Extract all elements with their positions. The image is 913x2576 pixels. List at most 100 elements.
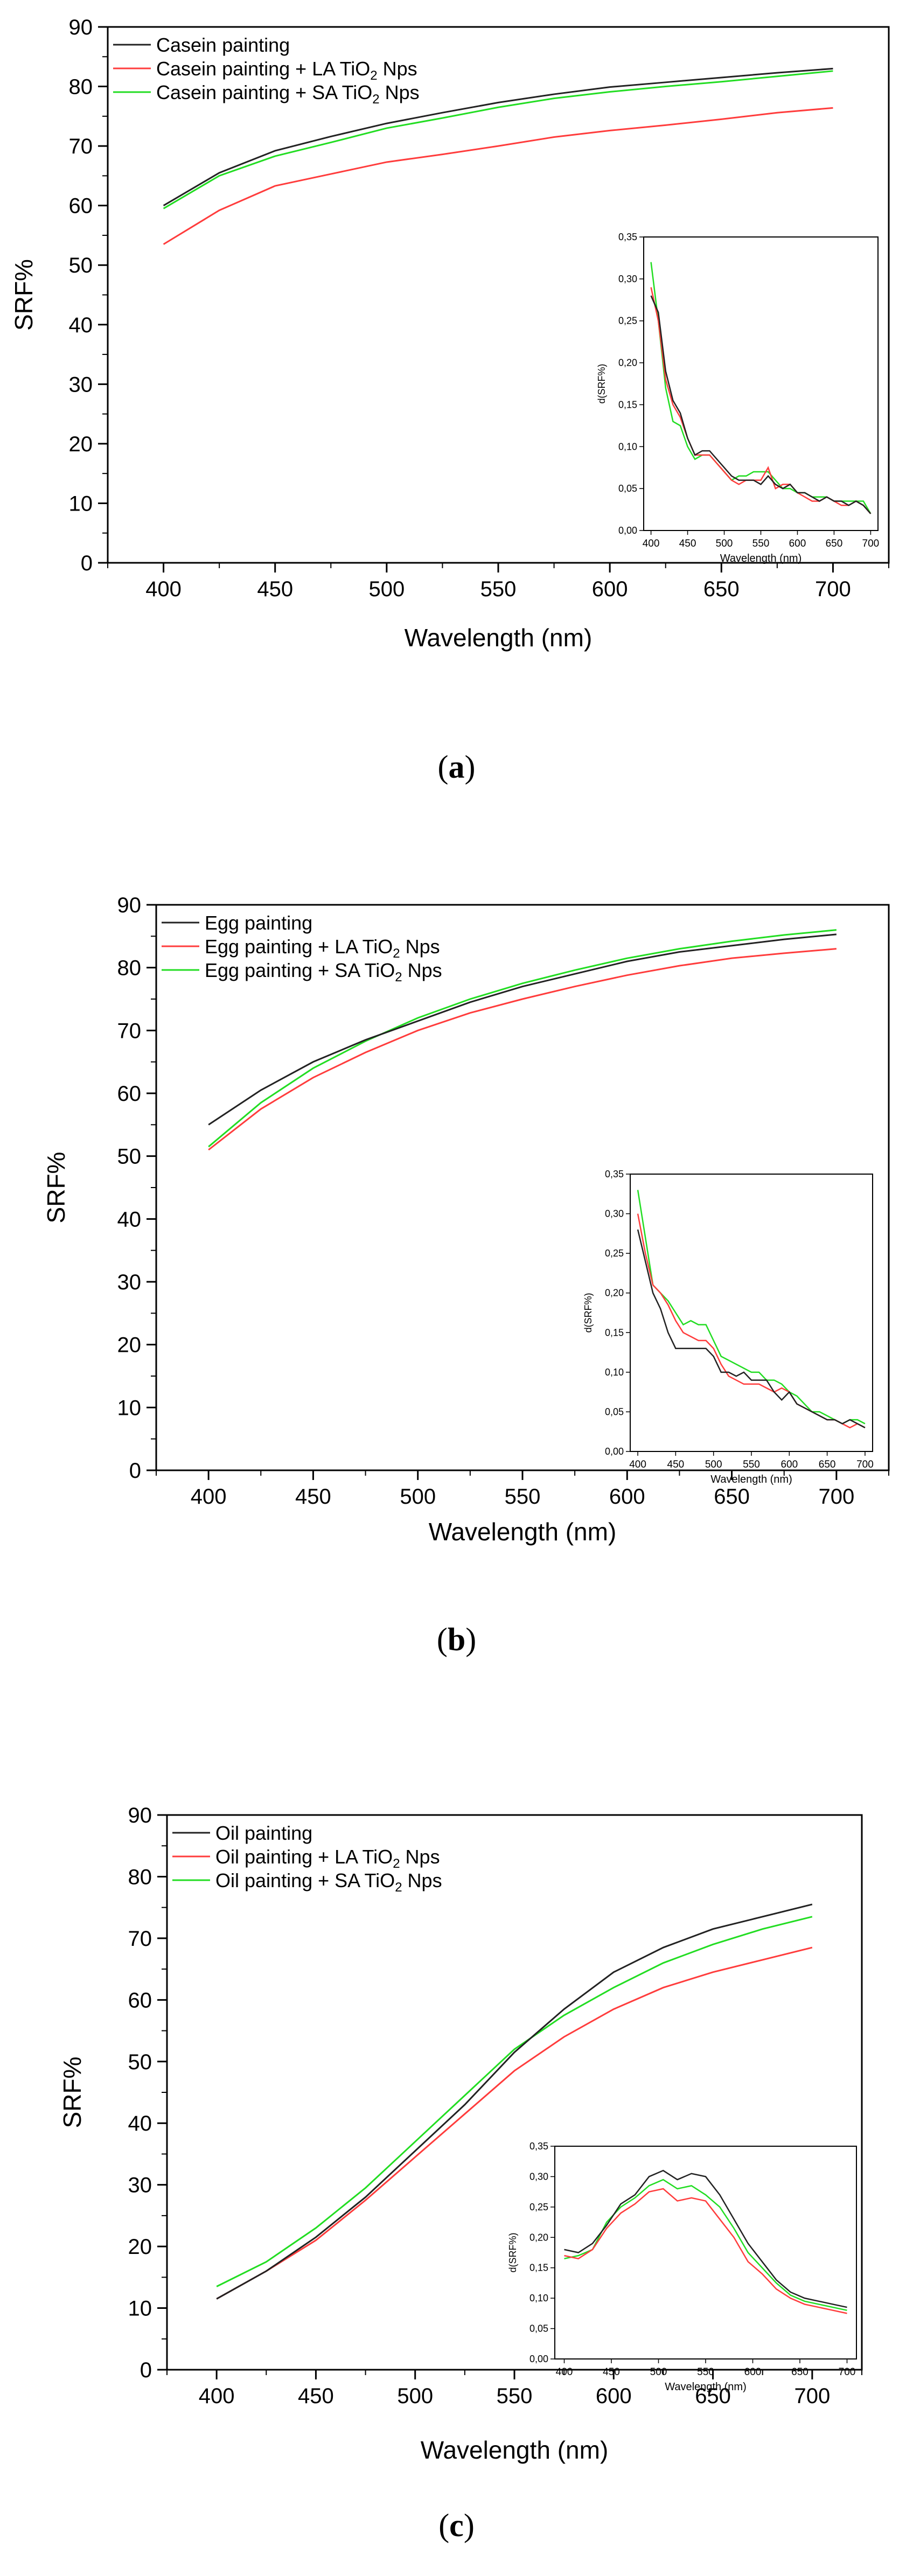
inset-y-tick-label: 0,15 (618, 399, 637, 410)
panel-label-b: (b) (436, 1622, 477, 1657)
inset-x-tick-label: 500 (716, 538, 733, 549)
x-tick-label: 400 (199, 2384, 235, 2408)
y-tick-label: 90 (128, 1804, 152, 1827)
x-tick-label: 600 (609, 1485, 645, 1509)
y-tick-label: 0 (140, 2358, 152, 2382)
x-tick-label: 650 (695, 2384, 731, 2408)
inset-y-tick-label: 0,35 (605, 1169, 624, 1179)
inset-x-tick-label: 550 (743, 1459, 760, 1470)
x-tick-label: 700 (794, 2384, 830, 2408)
inset-y-axis-label: d(SRF%) (583, 1293, 594, 1332)
inset-x-tick-label: 400 (629, 1459, 646, 1470)
y-tick-label: 0 (81, 551, 93, 575)
x-axis-label: Wavelength (nm) (429, 1518, 617, 1546)
inset-y-tick-label: 0,00 (618, 525, 637, 536)
series-line-2 (208, 948, 837, 1151)
inset-x-tick-label: 650 (791, 2366, 809, 2378)
series-line-3 (216, 1916, 813, 2287)
inset-x-tick-label: 450 (603, 2366, 620, 2378)
x-tick-label: 450 (298, 2384, 334, 2408)
y-tick-label: 40 (117, 1207, 142, 1231)
x-tick-label: 550 (505, 1485, 541, 1509)
series-line-2 (216, 1946, 813, 2300)
y-tick-label: 30 (69, 373, 93, 396)
inset-x-tick-label: 700 (862, 538, 880, 549)
y-axis-label: SRF% (10, 259, 38, 331)
inset-y-tick-label: 0,30 (605, 1209, 624, 1219)
inset-y-axis-label: d(SRF%) (507, 2232, 518, 2272)
inset-y-tick-label: 0,05 (618, 483, 637, 494)
y-tick-label: 20 (69, 432, 93, 456)
inset-x-tick-label: 450 (667, 1459, 685, 1470)
inset-y-tick-label: 0,10 (605, 1367, 624, 1378)
y-tick-label: 70 (128, 1927, 152, 1951)
y-tick-label: 80 (117, 957, 142, 980)
inset-y-tick-label: 0,20 (529, 2232, 548, 2243)
y-tick-label: 40 (69, 313, 93, 337)
inset-y-tick-label: 0,05 (605, 1406, 624, 1417)
inset-y-tick-label: 0,25 (529, 2202, 548, 2212)
inset-series-line-1 (564, 2169, 847, 2308)
series-line-1 (216, 1903, 813, 2300)
inset-frame (630, 1174, 873, 1452)
y-tick-label: 30 (117, 1270, 142, 1294)
inset-frame (643, 236, 879, 531)
legend-label-3: Casein painting + SA TiO2 Nps (156, 81, 420, 107)
inset-y-tick-label: 0,25 (618, 316, 637, 326)
inset-x-axis-label: Wavelength (nm) (710, 1474, 792, 1485)
x-tick-label: 400 (145, 577, 182, 601)
panel-label-c: (c) (438, 2508, 475, 2543)
x-axis-label: Wavelength (nm) (421, 2436, 609, 2464)
inset-frame (554, 2146, 857, 2359)
y-tick-label: 50 (69, 254, 93, 277)
inset-x-tick-label: 500 (705, 1459, 722, 1470)
legend-label-1: Casein painting (156, 34, 290, 56)
series-line-3 (208, 929, 837, 1148)
y-tick-label: 60 (69, 194, 93, 218)
y-tick-label: 60 (117, 1082, 142, 1106)
y-tick-label: 90 (117, 893, 142, 917)
y-tick-label: 90 (69, 16, 93, 39)
inset-y-tick-label: 0,15 (605, 1327, 624, 1338)
inset-series-line-1 (650, 295, 872, 514)
inset-x-tick-label: 600 (780, 1459, 798, 1470)
inset-x-axis-label: Wavelength (nm) (665, 2381, 747, 2393)
x-tick-label: 500 (397, 2384, 433, 2408)
chart-b: 400 450 500 550 600 650 700 0 10 20 30 40 50 60 70 80 90… (42, 893, 890, 1546)
y-tick-label: 0 (129, 1459, 141, 1483)
y-tick-label: 50 (128, 2050, 152, 2074)
inset-y-tick-label: 0,35 (529, 2141, 548, 2152)
chart-a: 400 450 500 550 600 650 700 0 10 20 30 40 50 60 70 80 90… (10, 16, 890, 652)
x-tick-label: 550 (480, 577, 517, 601)
y-tick-label: 80 (69, 75, 93, 99)
inset-x-tick-label: 450 (679, 538, 696, 549)
y-tick-label: 70 (69, 135, 93, 158)
inset-x-tick-label: 700 (839, 2366, 856, 2378)
inset-x-tick-label: 600 (744, 2366, 762, 2378)
series-line-3 (163, 70, 833, 210)
inset-x-tick-label: 700 (856, 1459, 874, 1470)
inset-x-tick-label: 650 (819, 1459, 836, 1470)
inset-y-tick-label: 0,20 (605, 1288, 624, 1299)
inset-x-tick-label: 550 (697, 2366, 714, 2378)
y-tick-label: 50 (117, 1145, 142, 1169)
x-tick-label: 400 (191, 1485, 227, 1509)
inset-y-tick-label: 0,00 (529, 2354, 548, 2364)
y-tick-label: 40 (128, 2112, 152, 2135)
legend-label-3: Egg painting + SA TiO2 Nps (205, 959, 442, 985)
x-tick-label: 500 (400, 1485, 436, 1509)
panel-label-a: (a) (437, 749, 476, 785)
legend-label-2: Oil painting + LA TiO2 Nps (215, 1846, 440, 1871)
series-line-2 (163, 107, 833, 245)
inset-x-tick-label: 500 (650, 2366, 667, 2378)
inset-y-tick-label: 0,10 (529, 2293, 548, 2303)
y-tick-label: 60 (128, 1988, 152, 2012)
inset-series-line-1 (637, 1229, 866, 1428)
inset-x-tick-label: 400 (643, 538, 660, 549)
inset-y-tick-label: 0,30 (529, 2171, 548, 2182)
x-tick-label: 500 (368, 577, 405, 601)
inset-y-tick-label: 0,35 (618, 232, 637, 242)
legend-label-2: Egg painting + LA TiO2 Nps (205, 936, 440, 961)
inset-y-tick-label: 0,25 (605, 1248, 624, 1259)
series-line-1 (208, 933, 837, 1126)
